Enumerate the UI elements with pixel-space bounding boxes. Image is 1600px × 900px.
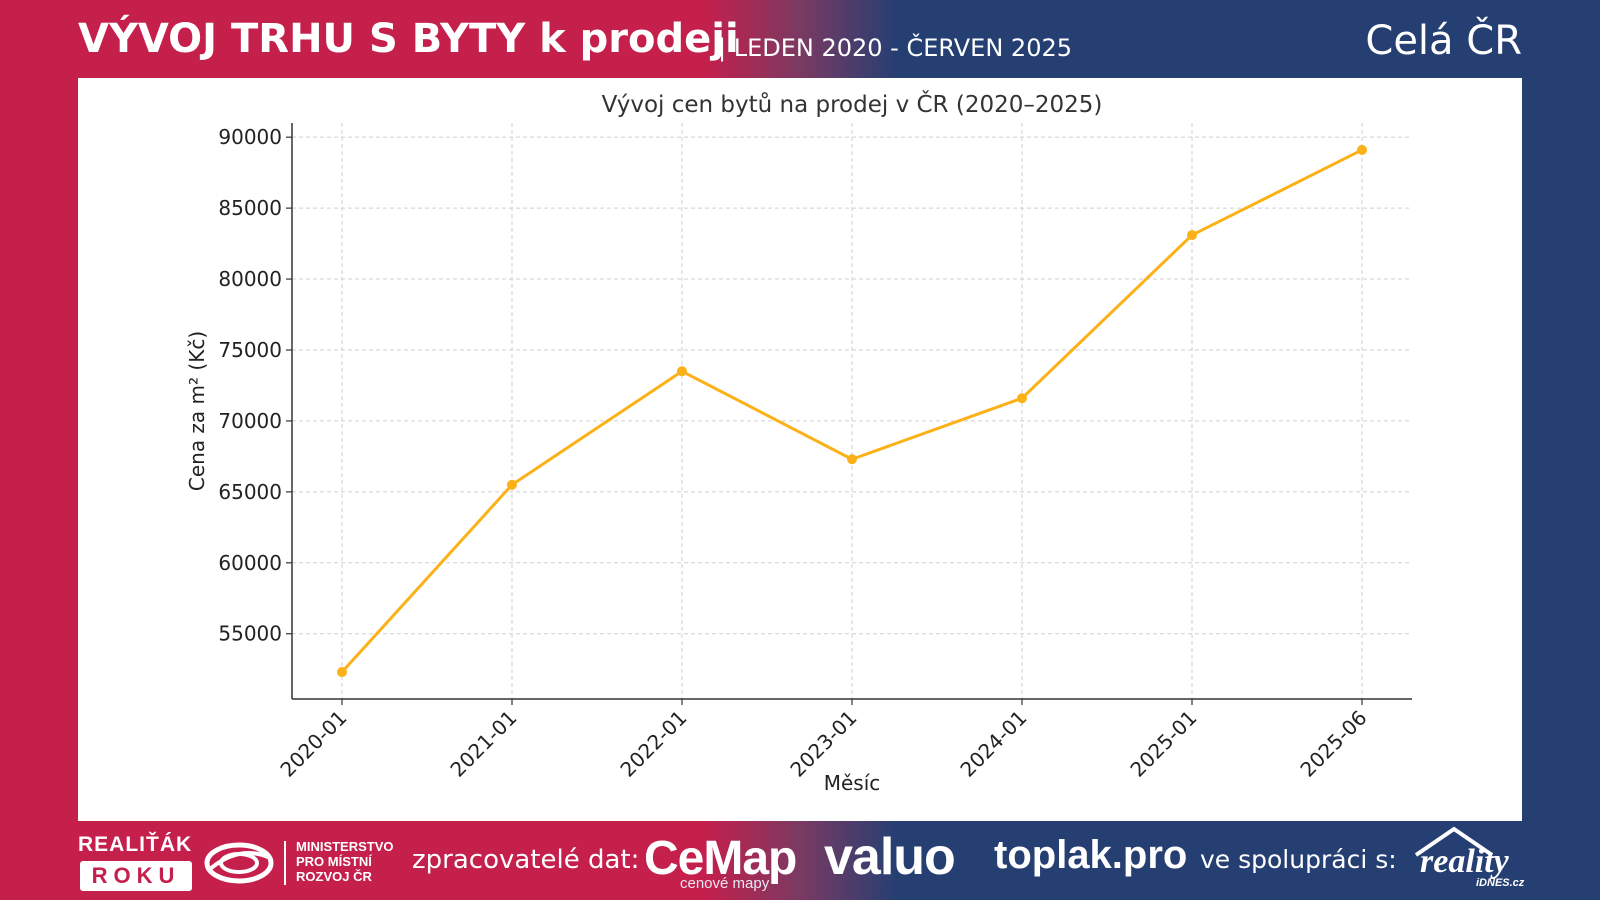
idnes-logo: iDNES.cz: [1476, 877, 1525, 889]
y-tick-label: 60000: [218, 551, 282, 575]
data-point: [337, 667, 347, 678]
page-title: VÝVOJ TRHU S BYTY k prodeji: [78, 16, 739, 62]
y-tick-label: 90000: [218, 125, 282, 149]
data-point: [1357, 144, 1367, 155]
reality-logo: reality: [1420, 843, 1509, 880]
chart-panel: 55000 60000 65000 70000 75000 80000 85000 90000…: [78, 78, 1522, 821]
ministry-divider: [284, 841, 286, 885]
y-axis-label: Cena za m² (Kč): [185, 331, 209, 491]
page-subtitle: | LEDEN 2020 - ČERVEN 2025: [718, 34, 1072, 62]
data-point: [677, 366, 687, 377]
processors-label: zpracovatelé dat:: [412, 845, 640, 875]
data-point: [1017, 393, 1027, 404]
x-tick-label: 2022-01: [615, 706, 691, 782]
y-tick-label: 70000: [218, 409, 282, 433]
valuo-logo: valuo: [824, 828, 956, 886]
x-tick-label: 2024-01: [955, 706, 1031, 782]
line-chart: 55000 60000 65000 70000 75000 80000 85000 90000…: [185, 90, 1412, 795]
x-tick-label: 2021-01: [445, 706, 521, 782]
cooperation-label: ve spolupráci s:: [1200, 845, 1397, 874]
chart-title: Vývoj cen bytů na prodej v ČR (2020–2025…: [602, 90, 1103, 118]
y-tick-label: 55000: [218, 622, 282, 646]
ministry-emblem-icon: [204, 842, 274, 884]
realitak-logo-top: REALIŤÁK: [78, 833, 193, 856]
cemap-logo: CeMap: [644, 832, 797, 885]
x-tick-label: 2025-01: [1125, 706, 1201, 782]
data-point: [507, 479, 517, 490]
y-tick-label: 85000: [218, 196, 282, 220]
y-tick-label: 65000: [218, 480, 282, 504]
ministry-name: MINISTERSTVO PRO MÍSTNÍ ROZVOJ ČR: [296, 839, 394, 884]
x-tick-label: 2025-06: [1295, 706, 1371, 782]
cemap-logo-subtitle: cenové mapy: [680, 875, 770, 892]
x-tick-label: 2020-01: [275, 706, 351, 782]
footer: REALIŤÁK ROKU MINISTERSTVO PRO MÍSTNÍ RO…: [0, 821, 1600, 900]
y-tick-label: 80000: [218, 267, 282, 291]
data-point: [1187, 230, 1197, 241]
y-tick-label: 75000: [218, 338, 282, 362]
x-axis-label: Měsíc: [824, 771, 881, 795]
reality-house-icon: [1414, 826, 1494, 857]
realitak-logo-box: ROKU: [80, 861, 192, 891]
toplak-logo: toplak.pro: [994, 833, 1188, 877]
data-point: [847, 454, 857, 465]
region-label: Celá ČR: [1365, 18, 1522, 64]
